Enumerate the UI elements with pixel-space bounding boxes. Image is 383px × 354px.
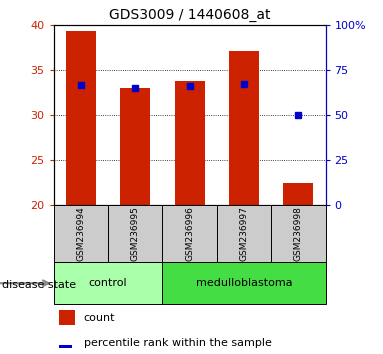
Text: GSM236995: GSM236995	[131, 206, 140, 261]
Bar	[59, 346, 72, 348]
Bar	[175, 81, 205, 205]
Bar	[66, 31, 96, 205]
Text: percentile rank within the sample: percentile rank within the sample	[83, 338, 272, 348]
Bar	[271, 205, 326, 262]
Text: control: control	[89, 278, 127, 288]
Bar	[162, 205, 217, 262]
Text: GSM236997: GSM236997	[239, 206, 249, 261]
Bar	[229, 51, 259, 205]
Bar	[217, 205, 271, 262]
Bar	[108, 205, 162, 262]
Title: GDS3009 / 1440608_at: GDS3009 / 1440608_at	[109, 8, 270, 22]
Text: GSM236994: GSM236994	[76, 206, 85, 261]
Bar	[59, 310, 75, 325]
Bar	[162, 262, 326, 304]
Bar	[120, 88, 150, 205]
Text: GSM236996: GSM236996	[185, 206, 194, 261]
Text: GSM236998: GSM236998	[294, 206, 303, 261]
Bar	[54, 262, 162, 304]
Text: disease state: disease state	[2, 280, 76, 290]
Bar	[283, 183, 313, 205]
Text: count: count	[83, 313, 115, 323]
Bar	[54, 205, 108, 262]
Text: medulloblastoma: medulloblastoma	[196, 278, 292, 288]
